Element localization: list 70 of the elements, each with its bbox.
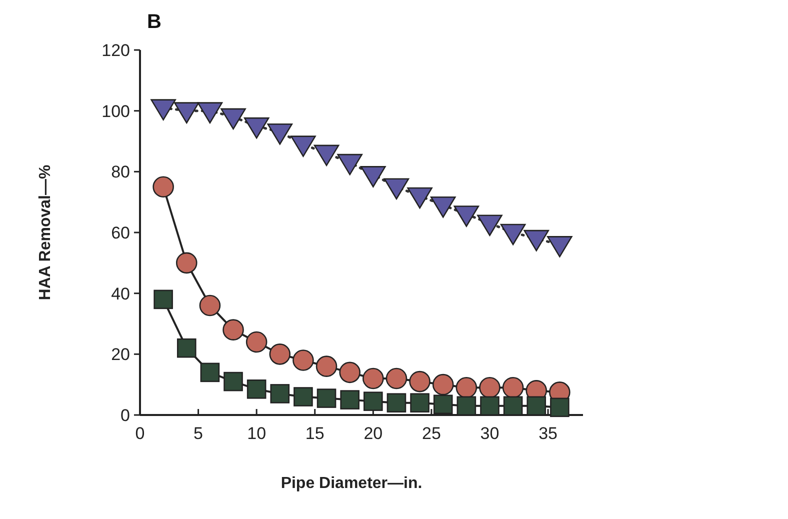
point bbox=[480, 396, 500, 416]
point bbox=[314, 144, 340, 166]
point bbox=[267, 123, 293, 145]
point bbox=[456, 396, 476, 416]
point bbox=[362, 368, 384, 390]
point bbox=[547, 236, 572, 258]
point bbox=[407, 187, 432, 209]
point bbox=[200, 362, 220, 382]
point bbox=[174, 102, 200, 124]
point bbox=[339, 362, 360, 384]
point bbox=[337, 154, 362, 176]
x-tick-label: 20 bbox=[364, 424, 383, 443]
y-tick-label: 100 bbox=[102, 102, 130, 121]
point bbox=[244, 117, 270, 139]
point bbox=[502, 376, 524, 398]
point bbox=[479, 376, 500, 398]
point bbox=[150, 99, 176, 120]
x-tick-label: 15 bbox=[305, 424, 324, 443]
y-tick-label: 60 bbox=[111, 224, 130, 242]
y-tick-label: 120 bbox=[102, 41, 130, 60]
point bbox=[222, 319, 244, 340]
point bbox=[224, 372, 243, 392]
point bbox=[199, 294, 221, 316]
point bbox=[386, 368, 408, 390]
point bbox=[176, 338, 196, 358]
point bbox=[316, 356, 338, 377]
point bbox=[197, 102, 223, 124]
point bbox=[220, 108, 246, 130]
point bbox=[246, 331, 268, 353]
y-tick-label: 0 bbox=[120, 406, 130, 425]
point bbox=[292, 350, 314, 371]
point bbox=[152, 176, 174, 198]
point bbox=[503, 396, 523, 416]
x-tick-label: 0 bbox=[135, 424, 145, 443]
x-tick-label: 30 bbox=[480, 424, 500, 443]
point bbox=[154, 290, 173, 310]
y-tick-label: 40 bbox=[111, 284, 130, 304]
point bbox=[526, 396, 546, 416]
x-tick-label: 10 bbox=[247, 424, 266, 443]
x-tick-label: 5 bbox=[194, 424, 204, 443]
x-axis-title: Pipe Diameter—in. bbox=[280, 475, 422, 492]
point bbox=[454, 206, 480, 227]
point bbox=[340, 390, 360, 410]
point bbox=[290, 136, 316, 157]
y-tick-label: 80 bbox=[111, 162, 130, 182]
point bbox=[432, 374, 454, 396]
point bbox=[316, 388, 336, 408]
point bbox=[176, 252, 198, 274]
point bbox=[269, 344, 291, 365]
point bbox=[364, 392, 383, 411]
point bbox=[409, 370, 430, 392]
point bbox=[433, 394, 453, 414]
y-tick-label: 20 bbox=[111, 345, 130, 364]
point bbox=[456, 376, 478, 398]
point bbox=[384, 178, 410, 200]
point bbox=[360, 166, 386, 188]
point bbox=[477, 214, 502, 236]
x-tick-label: 25 bbox=[422, 424, 441, 443]
point bbox=[500, 224, 526, 246]
point bbox=[524, 230, 550, 252]
point bbox=[386, 393, 406, 412]
point bbox=[294, 387, 313, 406]
y-axis-title: HAA Removal—% bbox=[37, 164, 54, 300]
point bbox=[430, 196, 456, 218]
point bbox=[270, 384, 290, 404]
point bbox=[246, 379, 266, 399]
point bbox=[550, 398, 570, 418]
point bbox=[410, 393, 430, 412]
x-tick-label: 35 bbox=[538, 424, 558, 443]
chart-title: B bbox=[147, 11, 162, 33]
